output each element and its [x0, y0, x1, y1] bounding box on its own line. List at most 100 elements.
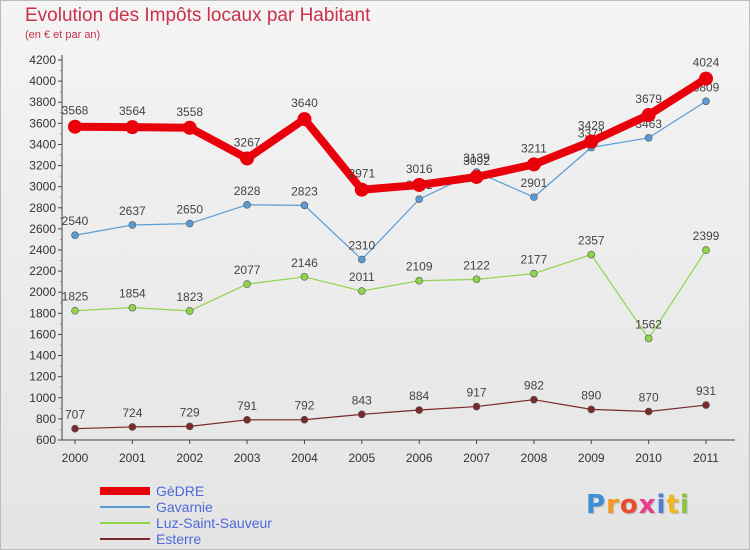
y-tick-label: 3600 [29, 116, 56, 130]
data-point [297, 112, 312, 127]
data-point [644, 133, 653, 142]
logo-letter: i [679, 490, 690, 520]
data-label: 3016 [406, 162, 433, 176]
data-label: 3139 [463, 151, 490, 165]
data-label: 2901 [521, 176, 548, 190]
data-label: 1562 [635, 317, 662, 331]
data-point [415, 406, 423, 414]
data-point [243, 280, 251, 288]
data-point [358, 410, 366, 419]
logo-letter: o [619, 490, 639, 520]
data-point [185, 219, 194, 228]
legend-label-luz: Luz-Saint-Sauveur [156, 515, 272, 531]
data-label: 3568 [62, 104, 89, 118]
data-label: 884 [409, 389, 429, 403]
data-label: 3267 [234, 135, 261, 149]
data-label: 791 [237, 399, 257, 413]
data-label: 2122 [463, 258, 490, 272]
y-tick-label: 600 [36, 433, 56, 447]
legend-swatch-luz [100, 522, 150, 524]
x-tick-label: 2004 [291, 451, 318, 465]
logo-letter: i [656, 490, 667, 520]
y-tick-label: 3400 [29, 137, 56, 151]
series-line-3 [74, 399, 707, 430]
data-point [702, 97, 710, 106]
data-point [530, 269, 538, 278]
data-point [699, 71, 713, 86]
data-point [469, 169, 484, 184]
y-tick-label: 4200 [29, 53, 56, 67]
data-point [472, 402, 481, 411]
data-point [358, 287, 366, 295]
data-label: 3679 [635, 92, 662, 106]
data-label: 2399 [693, 229, 720, 243]
logo-letter: P [586, 490, 607, 520]
logo-letter: x [638, 490, 657, 520]
data-label: 3428 [578, 118, 605, 132]
data-point [702, 401, 710, 409]
y-tick-label: 1000 [29, 391, 56, 405]
legend-swatch-esterre [100, 538, 150, 540]
x-tick-label: 2006 [406, 451, 433, 465]
data-label: 931 [696, 384, 716, 398]
legend-label-gedre: GèDRE [156, 483, 205, 499]
data-label: 2828 [234, 184, 261, 198]
data-point [71, 231, 79, 240]
data-point [526, 157, 541, 172]
data-point [354, 182, 369, 197]
data-point [702, 246, 710, 254]
data-label: 1825 [62, 290, 89, 304]
x-tick-label: 2001 [119, 451, 146, 465]
data-label: 2540 [62, 214, 89, 228]
data-point [185, 422, 194, 431]
data-point [472, 275, 481, 284]
data-label: 729 [180, 405, 200, 419]
data-point [300, 415, 309, 424]
y-tick-label: 1600 [29, 327, 56, 341]
data-label: 3558 [176, 105, 203, 119]
y-tick-label: 3000 [29, 180, 56, 194]
data-point [584, 134, 599, 149]
data-label: 3564 [119, 104, 146, 118]
data-point [641, 107, 656, 122]
data-label: 917 [467, 386, 487, 400]
data-label: 1854 [119, 287, 146, 301]
data-point [530, 193, 538, 201]
x-tick-label: 2002 [176, 451, 203, 465]
data-label: 2011 [349, 270, 375, 284]
logo-letter: r [606, 490, 620, 520]
data-label: 4024 [693, 56, 720, 70]
data-label: 982 [524, 379, 544, 393]
y-tick-label: 1400 [29, 349, 56, 363]
data-label: 3092 [463, 154, 490, 168]
data-point [71, 306, 79, 315]
data-label: 2823 [291, 184, 318, 198]
data-label: 2177 [521, 253, 548, 267]
y-tick-label: 1800 [29, 306, 56, 320]
y-tick-label: 800 [36, 412, 56, 426]
x-tick-label: 2010 [635, 451, 662, 465]
chart-title: Evolution des Impôts locaux par Habitant [25, 5, 371, 26]
proxiti-logo: Proxiti [586, 490, 690, 520]
data-point [415, 195, 423, 204]
data-point [125, 120, 140, 135]
data-point [185, 307, 194, 315]
data-point [300, 273, 309, 281]
x-tick-label: 2009 [578, 451, 605, 465]
data-label: 2109 [406, 260, 433, 274]
data-point [240, 151, 255, 166]
data-point [644, 407, 653, 416]
data-point [128, 221, 137, 229]
legend-label-gavarnie: Gavarnie [156, 499, 213, 515]
y-tick-label: 4000 [29, 74, 56, 88]
y-tick-label: 3800 [29, 95, 56, 109]
data-point [415, 276, 423, 285]
y-tick-label: 3200 [29, 159, 56, 173]
series-line-1 [74, 100, 707, 261]
data-label: 2637 [119, 204, 146, 218]
data-label: 3640 [291, 96, 318, 110]
x-tick-label: 2000 [62, 451, 89, 465]
series-line-2 [74, 249, 707, 340]
x-tick-label: 2011 [693, 451, 719, 465]
